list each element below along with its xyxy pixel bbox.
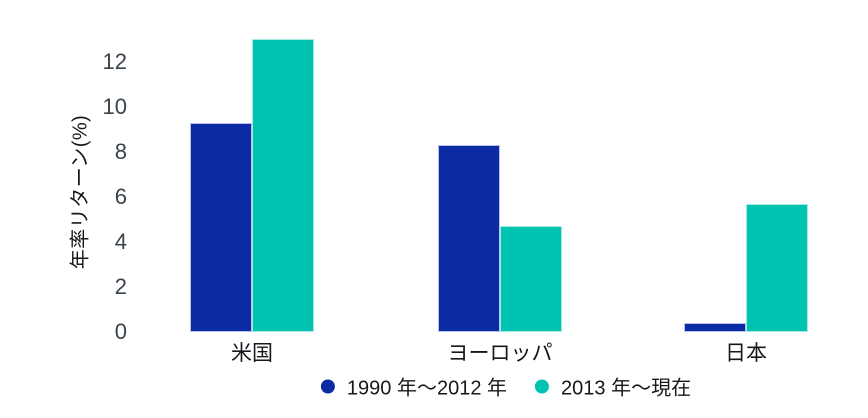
legend-dot-icon [320, 379, 335, 393]
legend: 1990 年〜2012 年 2013 年〜現在 [320, 372, 691, 401]
legend-dot-icon [535, 379, 550, 393]
bar-series2-米国 [252, 39, 314, 332]
bar-series1-日本 [684, 323, 746, 332]
legend-label: 2013 年〜現在 [561, 377, 692, 400]
x-axis-label-ヨーロッパ: ヨーロッパ [447, 342, 553, 365]
y-tick-label: 4 [114, 229, 127, 254]
y-tick-label: 10 [102, 94, 127, 119]
y-tick-label: 6 [114, 184, 127, 209]
x-axis-label-日本: 日本 [725, 342, 767, 365]
x-axis-label-米国: 米国 [231, 342, 273, 365]
bar-series2-日本 [746, 204, 808, 332]
legend-item-series2[interactable]: 2013 年〜現在 [535, 372, 691, 401]
y-tick-label: 12 [102, 49, 127, 74]
legend-label: 1990 年〜2012 年 [346, 377, 508, 400]
bar-series2-ヨーロッパ [500, 226, 562, 332]
bar-series1-ヨーロッパ [438, 145, 500, 332]
y-tick-label: 0 [114, 319, 127, 344]
bar-series1-米国 [190, 123, 252, 332]
y-tick-label: 8 [114, 139, 127, 164]
y-tick-label: 2 [114, 274, 127, 299]
y-axis-tick-labels: 0 2 4 6 8 10 12 [0, 0, 127, 418]
legend-item-series1[interactable]: 1990 年〜2012 年 [320, 372, 508, 401]
